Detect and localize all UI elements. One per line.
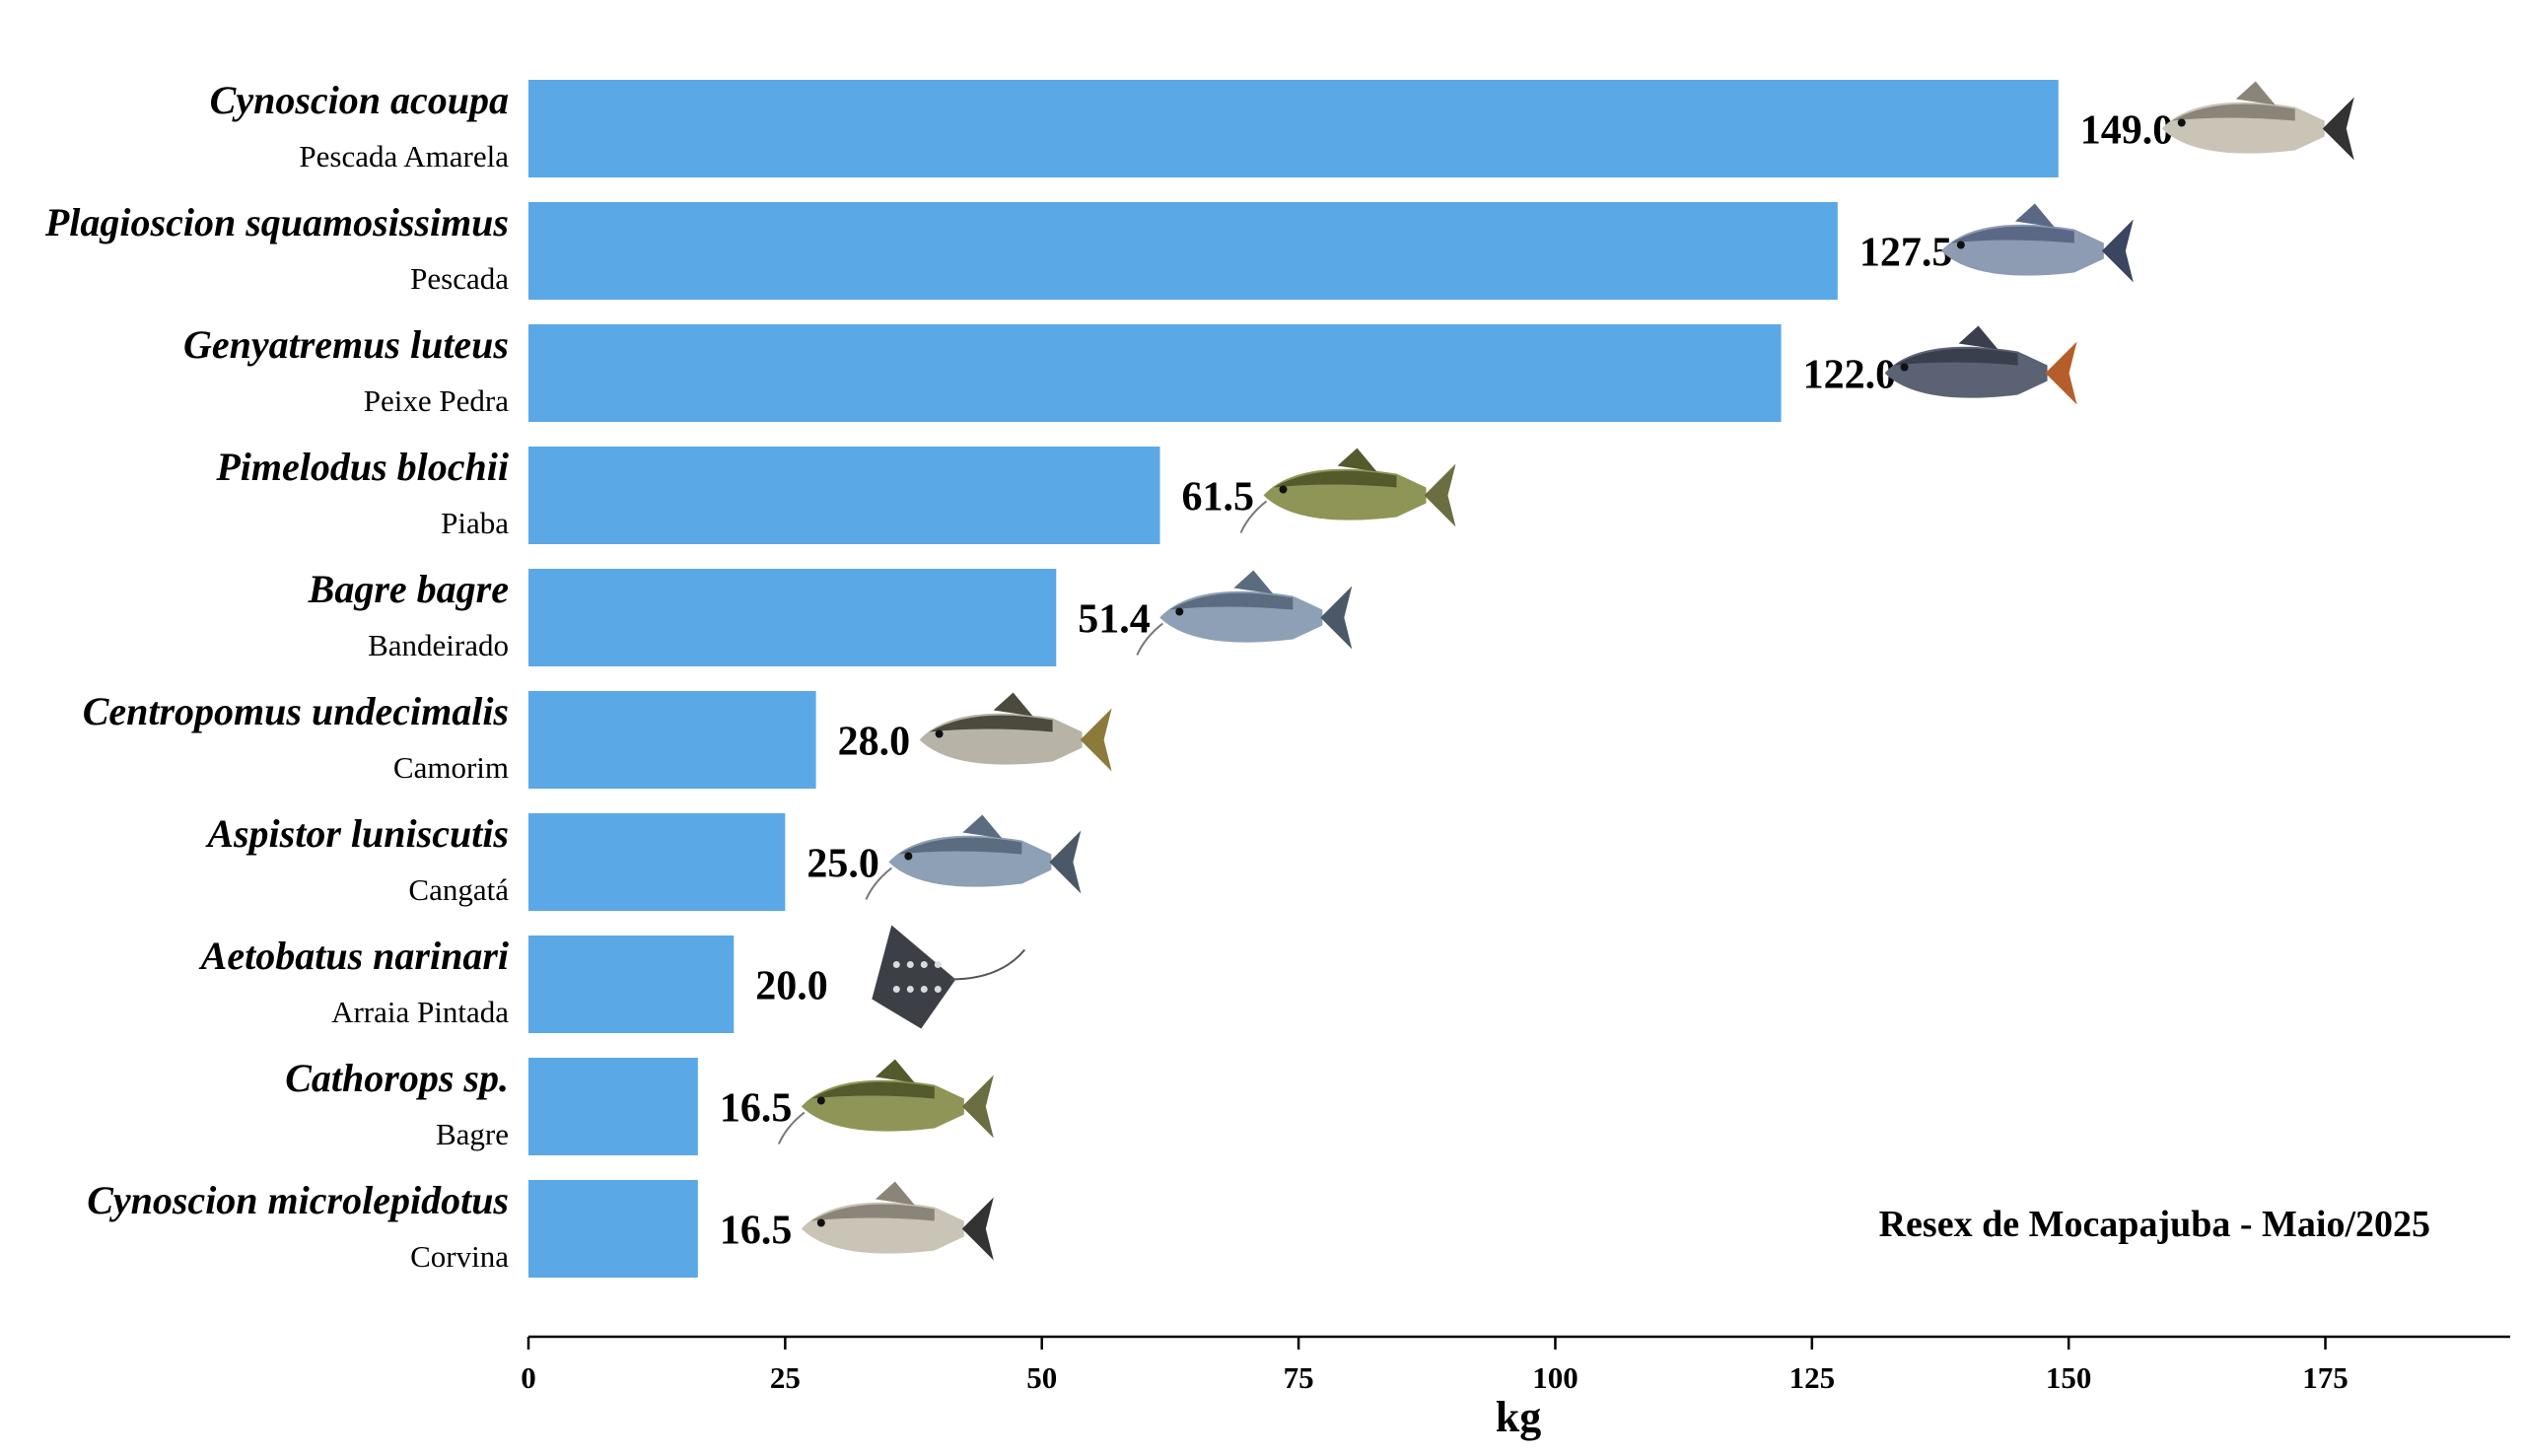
species-common-name: Cangatá — [408, 872, 509, 907]
bar-4 — [528, 447, 1160, 544]
bar-3 — [528, 324, 1782, 422]
species-scientific-name: Plagioscion squamosissimus — [44, 200, 509, 244]
species-common-name: Piaba — [441, 506, 509, 540]
value-label: 51.4 — [1078, 597, 1151, 643]
species-scientific-name: Aspistor luniscutis — [204, 811, 509, 856]
species-common-name: Bagre — [436, 1117, 509, 1151]
sea-catfish-icon — [1136, 570, 1353, 656]
weakfish-icon — [801, 1181, 994, 1261]
eagle-ray-icon — [872, 925, 1026, 1029]
species-scientific-name: Pimelodus blochii — [215, 445, 509, 489]
species-scientific-name: Centropomus undecimalis — [83, 689, 509, 733]
value-label: 127.5 — [1859, 231, 1953, 276]
species-common-name: Bandeirado — [368, 628, 509, 662]
bar-8 — [528, 936, 735, 1033]
x-axis-label: kg — [1496, 1393, 1541, 1441]
value-label: 16.5 — [720, 1209, 793, 1254]
chart-annotation: Resex de Mocapajuba - Maio/2025 — [1879, 1204, 2430, 1245]
species-scientific-name: Bagre bagre — [308, 567, 509, 611]
x-tick-label: 75 — [1284, 1360, 1314, 1395]
value-label: 25.0 — [806, 842, 879, 887]
value-label: 149.0 — [2080, 108, 2174, 154]
species-common-name: Peixe Pedra — [364, 383, 509, 418]
bar-10 — [528, 1180, 698, 1278]
species-scientific-name: Genyatremus luteus — [183, 322, 509, 367]
species-scientific-name: Cathorops sp. — [285, 1056, 509, 1100]
species-scientific-name: Aetobatus narinari — [198, 934, 509, 978]
croaker-icon — [1940, 203, 2134, 283]
x-tick-label: 125 — [1789, 1360, 1836, 1395]
bar-9 — [528, 1058, 698, 1155]
value-label: 122.0 — [1803, 353, 1897, 398]
snook-icon — [919, 692, 1112, 772]
catfish-icon — [1239, 448, 1456, 533]
x-tick-label: 100 — [1532, 1360, 1578, 1395]
x-axis: 0 25 50 75 100 125 150 175 — [521, 1335, 2510, 1395]
x-tick-label: 0 — [521, 1360, 536, 1395]
bar-1 — [528, 80, 2059, 177]
grunt-icon — [1884, 325, 2077, 405]
x-tick-label: 25 — [770, 1360, 801, 1395]
x-tick-label: 150 — [2046, 1360, 2092, 1395]
bar-5 — [528, 569, 1057, 666]
value-label: 16.5 — [720, 1086, 793, 1132]
species-scientific-name: Cynoscion acoupa — [210, 78, 509, 122]
x-tick-label: 175 — [2302, 1360, 2349, 1395]
species-scientific-name: Cynoscion microlepidotus — [87, 1178, 509, 1222]
category-labels-group: Cynoscion acoupa Pescada Amarela Plagiosci… — [44, 78, 509, 1274]
weakfish-icon — [2161, 81, 2354, 161]
species-common-name: Pescada Amarela — [299, 139, 509, 173]
species-common-name: Pescada — [410, 261, 509, 296]
fish-icons-group — [777, 81, 2354, 1261]
bar-6 — [528, 691, 816, 789]
bar-7 — [528, 813, 786, 911]
species-common-name: Arraia Pintada — [331, 995, 509, 1029]
species-common-name: Camorim — [393, 750, 509, 785]
sea-catfish-icon — [865, 814, 1082, 900]
value-label: 28.0 — [838, 720, 911, 765]
bars-group — [528, 80, 2059, 1278]
value-label: 20.0 — [755, 964, 828, 1009]
bar-2 — [528, 202, 1838, 300]
value-label: 61.5 — [1181, 475, 1254, 520]
value-labels-group: 149.0 127.5 122.0 61.5 51.4 28.0 25.0 20.0 16.5 1… — [720, 108, 2173, 1254]
species-common-name: Corvina — [410, 1239, 509, 1274]
x-tick-label: 50 — [1026, 1360, 1057, 1395]
catfish-icon — [777, 1059, 994, 1144]
